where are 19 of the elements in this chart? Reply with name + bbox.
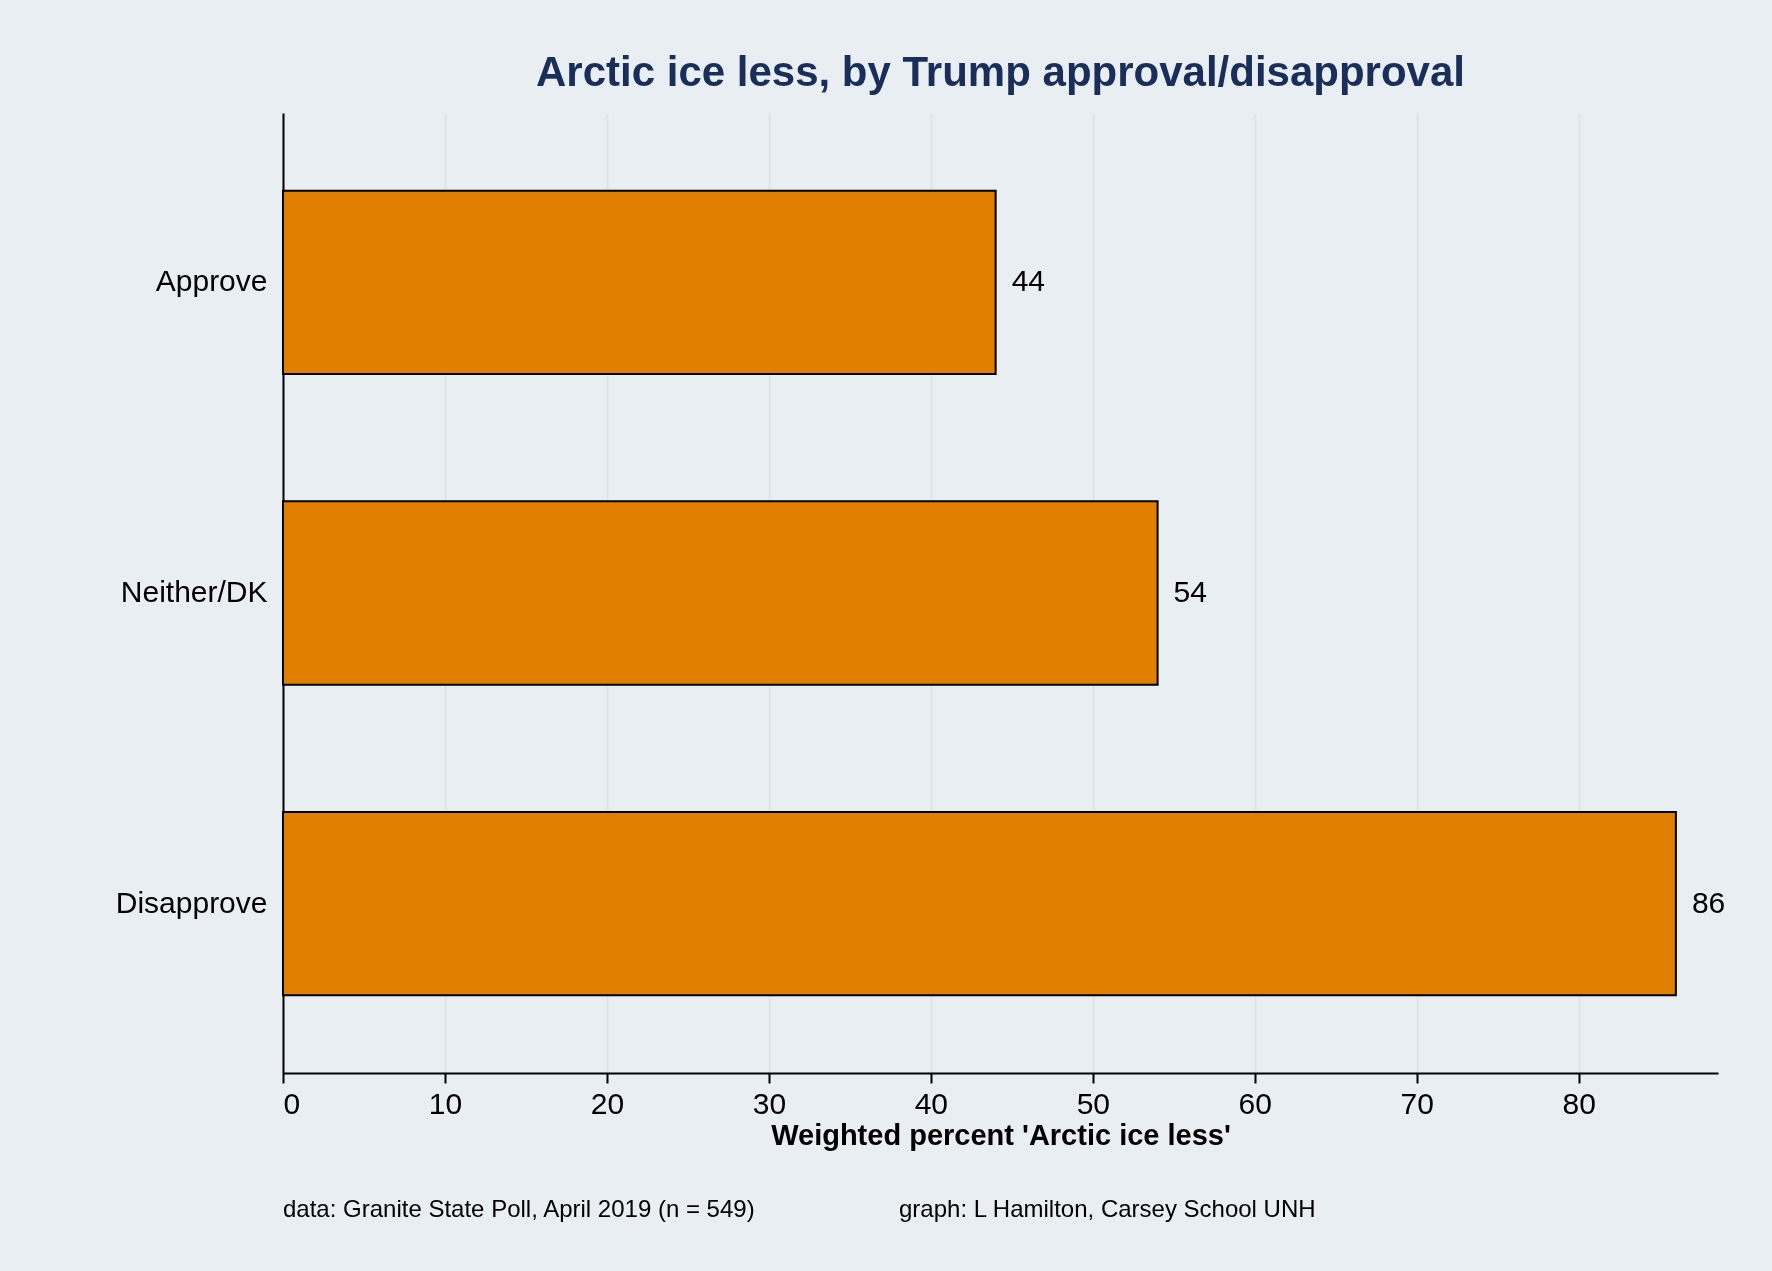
chart-title: Arctic ice less, by Trump approval/disapproval — [535, 48, 1466, 95]
x-tick-label: 50 — [1076, 1086, 1111, 1120]
y-tick-label: Approve — [155, 264, 268, 298]
y-tick-label: Neither/DK — [120, 575, 268, 608]
data-label: 54 — [1173, 575, 1207, 608]
x-axis-title: Weighted percent 'Arctic ice less' — [771, 1118, 1231, 1151]
x-tick-label: 10 — [428, 1086, 463, 1120]
x-tick-label: 80 — [1562, 1086, 1596, 1120]
x-tick-label: 20 — [590, 1086, 625, 1120]
x-tick-label: 60 — [1238, 1086, 1272, 1120]
y-tick-label: Disapprove — [115, 885, 268, 919]
x-tick-label: 30 — [752, 1086, 787, 1120]
data-label: 44 — [1011, 264, 1046, 298]
text: data: Granite State Poll, April 2019 (n = 549) — [283, 1195, 755, 1222]
x-tick-label: 0 — [283, 1086, 301, 1120]
x-tick-label: 40 — [914, 1086, 949, 1120]
data-label: 86 — [1691, 885, 1726, 919]
x-tick-label: 70 — [1400, 1086, 1434, 1120]
text: graph: L Hamilton, Carsey School UNH — [899, 1195, 1316, 1222]
